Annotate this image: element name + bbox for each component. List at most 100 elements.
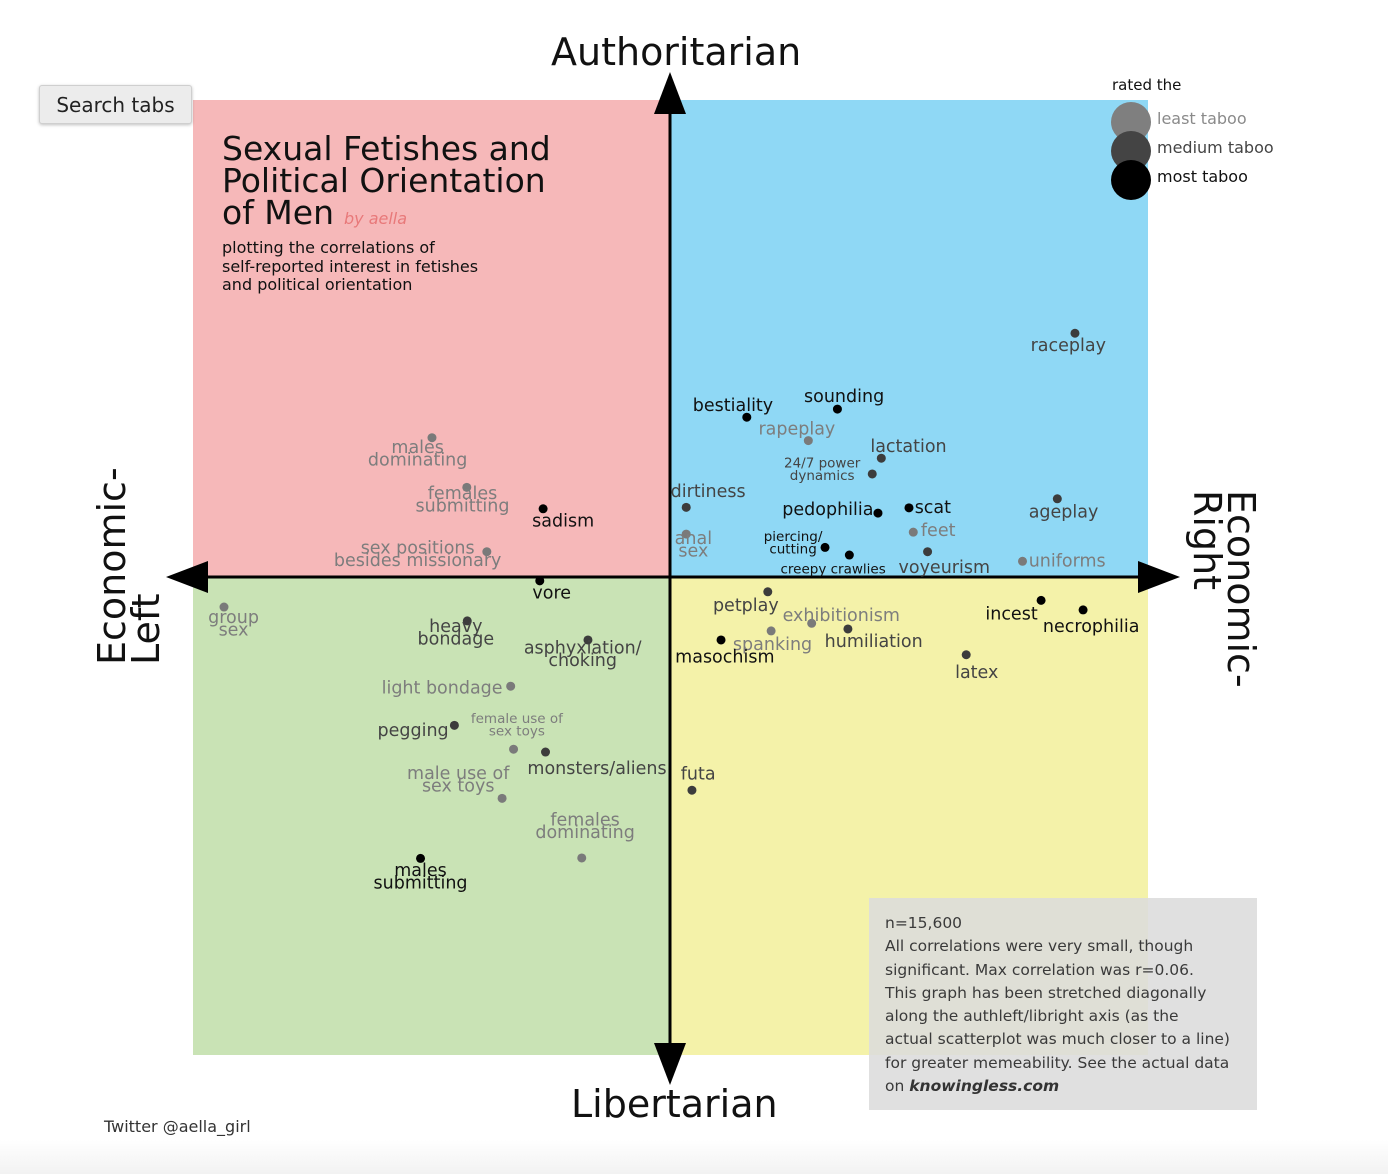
dot-ageplay (1052, 494, 1062, 504)
label-feet: feet (921, 521, 956, 541)
point-asphyxiation-choking: asphyxiation/choking (524, 635, 642, 671)
dot-male-use-of-sex-toys (497, 793, 507, 803)
point-monsters-aliens: monsters/aliens (527, 747, 667, 779)
label-male-use-of-sex-toys: male use of (407, 764, 510, 784)
dot-females-dominating (577, 853, 587, 863)
axis-label-left-line2: Left (124, 593, 168, 666)
dot-anal-sex (681, 529, 691, 539)
axis-label-right-line1: Economic- (1219, 490, 1263, 688)
axis-label-bottom: Libertarian (571, 1082, 778, 1126)
chart-subtitle-line3: and political orientation (222, 275, 413, 294)
label-heavy-bondage: heavy (429, 617, 482, 637)
dot-masochism (716, 635, 726, 645)
dot-females-submitting (462, 482, 472, 492)
label-uniforms: uniforms (1029, 551, 1106, 571)
point-light-bondage: light bondage (382, 679, 516, 699)
label-female-use-of-sex-toys: sex toys (489, 724, 545, 740)
dot-bestiality (742, 412, 752, 422)
label-females-dominating: dominating (535, 823, 634, 843)
legend-label-most: most taboo (1157, 167, 1248, 186)
note-line: along the authleft/libright axis (as the (885, 1007, 1179, 1026)
dot-males-dominating (427, 433, 437, 443)
label-female-use-of-sex-toys: female use of (471, 711, 564, 727)
axis-label-top: Authoritarian (551, 30, 802, 74)
label-creepy-crawlies: creepy crawlies (781, 561, 886, 577)
dot-humiliation (843, 624, 853, 634)
note-line: for greater memeability. See the actual … (885, 1053, 1230, 1072)
dot-voyeurism (923, 547, 933, 557)
dot-sex-positions-besides-missionary (482, 547, 492, 557)
note-line: n=15,600 (885, 914, 963, 932)
label-incest: incest (985, 604, 1037, 624)
legend-swatch-most (1111, 160, 1151, 200)
label-asphyxiation-choking: asphyxiation/ (524, 639, 642, 659)
search-tabs-button[interactable]: Search tabs (39, 85, 192, 124)
point-futa: futa (681, 765, 716, 795)
chart-byline: by aella (344, 209, 408, 228)
point-exhibitionism: exhibitionism (783, 606, 900, 628)
chart-title-line3: of Men by aella (222, 196, 622, 235)
label-rapeplay: rapeplay (758, 420, 835, 440)
label-scat: scat (915, 498, 951, 518)
point-raceplay: raceplay (1031, 328, 1106, 356)
point-masochism: masochism (675, 635, 775, 668)
label-humiliation: humiliation (825, 632, 923, 652)
label-raceplay: raceplay (1031, 336, 1106, 356)
label-24-7-power-dynamics: dynamics (790, 468, 855, 484)
label-anal-sex: sex (678, 541, 708, 561)
quadrant-auth-left (193, 100, 670, 577)
chart-title-block: Sexual Fetishes and Political Orientatio… (222, 132, 622, 295)
dot-vore (535, 576, 545, 586)
dot-incest (1036, 595, 1046, 605)
point-sadism: sadism (532, 504, 594, 532)
dot-rapeplay (803, 436, 813, 446)
dot-group-sex (219, 602, 229, 612)
point-dirtiness: dirtiness (671, 482, 746, 512)
note-line: actual scatterplot was much closer to a … (885, 1030, 1230, 1049)
axis-label-right: Economic- Right (1185, 490, 1263, 688)
label-asphyxiation-choking: choking (548, 651, 617, 671)
point-petplay: petplay (713, 587, 779, 616)
legend: rated the least taboo medium taboo most … (1108, 74, 1308, 204)
chart-title-line3-text: of Men (222, 193, 334, 232)
chart-subtitle: plotting the correlations of self-report… (222, 238, 522, 295)
axis-label-left: Economic- Left (90, 467, 168, 666)
dot-pedophilia (873, 508, 883, 518)
point-sounding: sounding (804, 387, 884, 414)
label-group-sex: sex (219, 621, 249, 641)
label-dirtiness: dirtiness (671, 482, 746, 502)
label-exhibitionism: exhibitionism (783, 606, 900, 626)
point-creepy-crawlies: creepy crawlies (781, 550, 886, 577)
label-sex-positions-besides-missionary: besides missionary (334, 551, 502, 571)
label-sounding: sounding (804, 387, 884, 407)
point-pedophilia: pedophilia (782, 500, 883, 520)
quadrant-lib-left (193, 577, 670, 1055)
label-males-submitting: submitting (374, 873, 468, 893)
methodology-note: n=15,600 All correlations were very smal… (869, 898, 1257, 1110)
bottom-shadow (0, 1140, 1388, 1174)
knowingless-link[interactable]: knowingless.com (909, 1077, 1060, 1096)
data-points: raceplay sounding bestiality rapeplay lactat… (208, 328, 1139, 893)
dot-heavy-bondage (462, 616, 472, 626)
dot-female-use-of-sex-toys (509, 744, 519, 754)
dot-feet (908, 527, 918, 537)
twitter-credit: Twitter @aella_girl (104, 1117, 251, 1136)
point-rapeplay: rapeplay (758, 420, 835, 446)
note-line: This graph has been stretched diagonally (885, 983, 1207, 1002)
point-humiliation: humiliation (825, 624, 923, 652)
note-line: All correlations were very small, though (885, 937, 1194, 956)
label-spanking: spanking (733, 635, 812, 655)
legend-label-medium: medium taboo (1157, 138, 1274, 157)
label-voyeurism: voyeurism (899, 558, 991, 578)
point-uniforms: uniforms (1018, 551, 1106, 571)
legend-title: rated the (1112, 76, 1182, 94)
label-latex: latex (955, 663, 998, 683)
